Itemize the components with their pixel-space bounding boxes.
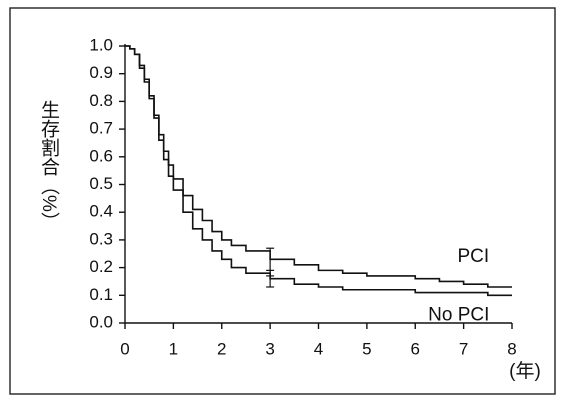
y-tick-label: 0.5 bbox=[89, 174, 113, 193]
x-tick-label: 5 bbox=[362, 339, 371, 358]
y-tick-label: 0.7 bbox=[89, 119, 113, 138]
y-tick-label: 0.0 bbox=[89, 312, 113, 331]
y-tick-label: 0.3 bbox=[89, 229, 113, 248]
y-tick-label: 0.4 bbox=[89, 202, 113, 221]
x-tick-label: 0 bbox=[120, 339, 129, 358]
y-tick-label: 0.9 bbox=[89, 63, 113, 82]
y-tick-label: 0.6 bbox=[89, 146, 113, 165]
x-tick-label: 4 bbox=[314, 339, 323, 358]
x-tick-label: 3 bbox=[265, 339, 274, 358]
survival-curve bbox=[125, 45, 512, 297]
x-axis-label: (年) bbox=[509, 360, 541, 382]
x-tick-label: 6 bbox=[411, 339, 420, 358]
y-tick-label: 0.1 bbox=[89, 285, 113, 304]
survival-curve bbox=[125, 45, 512, 288]
y-axis-label: 生存割合（%） bbox=[38, 100, 60, 231]
frame bbox=[9, 7, 556, 395]
series-label: No PCI bbox=[428, 304, 489, 325]
x-tick-label: 1 bbox=[169, 339, 178, 358]
y-tick-label: 1.0 bbox=[89, 35, 113, 54]
series-label: PCI bbox=[457, 246, 489, 267]
x-tick-label: 7 bbox=[459, 339, 468, 358]
x-tick-label: 2 bbox=[217, 339, 226, 358]
y-tick-label: 0.2 bbox=[89, 257, 113, 276]
y-tick-label: 0.8 bbox=[89, 91, 113, 110]
x-tick-label: 8 bbox=[507, 339, 516, 358]
